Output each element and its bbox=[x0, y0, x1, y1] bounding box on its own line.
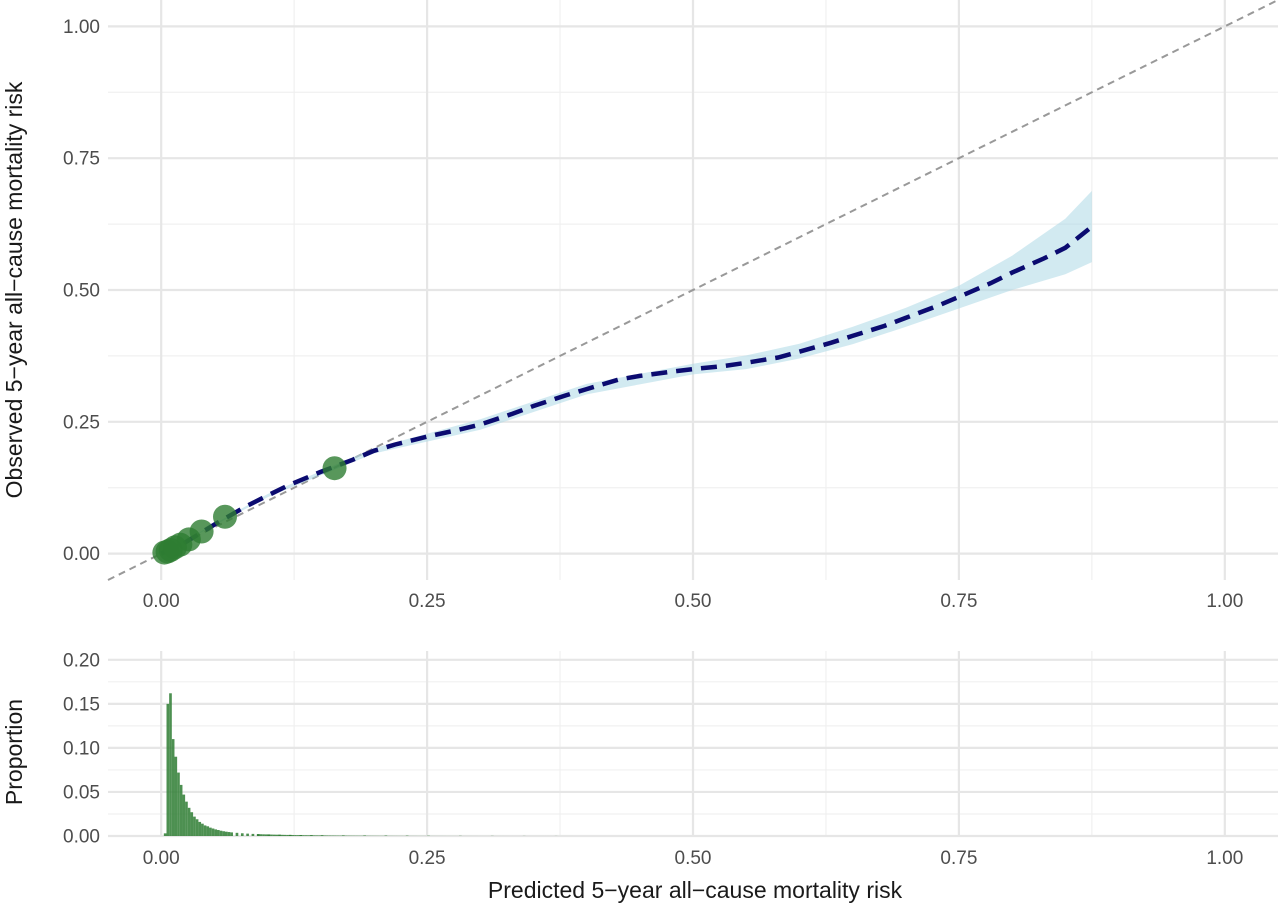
histogram-tail-bar bbox=[259, 834, 263, 836]
histogram-bar bbox=[240, 833, 244, 836]
histogram-bar bbox=[190, 812, 194, 836]
histogram-tail-bar bbox=[304, 835, 308, 836]
calibration-curve bbox=[160, 224, 1094, 556]
bottom-x-tick-label: 1.00 bbox=[1206, 848, 1243, 869]
histogram-bar bbox=[206, 826, 210, 836]
histogram-tail-bar bbox=[278, 834, 281, 836]
histogram-bar bbox=[193, 816, 196, 836]
histogram-tail-bar bbox=[294, 835, 297, 836]
histogram-bar bbox=[169, 693, 172, 836]
histogram-bar bbox=[246, 833, 249, 836]
histogram-tail-bar bbox=[267, 834, 271, 836]
histogram-tail-bar bbox=[299, 835, 303, 836]
bottom-y-tick-label: 0.10 bbox=[63, 738, 100, 759]
histogram-bar bbox=[198, 821, 202, 836]
histogram-tail-bar bbox=[270, 834, 273, 836]
histogram-bar bbox=[163, 833, 167, 836]
histogram-tail-bar bbox=[296, 835, 300, 836]
bottom-y-tick-label: 0.20 bbox=[63, 650, 100, 671]
histogram-bar bbox=[209, 827, 212, 836]
calibration-point bbox=[189, 519, 214, 544]
histogram-tail-bar bbox=[264, 834, 268, 836]
histogram-tail-bar bbox=[315, 835, 319, 836]
bottom-x-tick-label: 0.25 bbox=[409, 848, 446, 869]
histogram-bar bbox=[230, 832, 233, 836]
histogram-bar bbox=[235, 832, 239, 836]
top-y-tick-label: 0.25 bbox=[63, 412, 100, 433]
top-y-axis-title: Observed 5−year all−cause mortality risk bbox=[1, 81, 27, 498]
histogram-bar bbox=[203, 825, 207, 836]
histogram-bar bbox=[219, 830, 223, 836]
top-y-tick-label: 0.00 bbox=[63, 544, 100, 565]
histogram-tail-bar bbox=[272, 834, 276, 836]
histogram-tail-bar bbox=[320, 835, 324, 836]
histogram-bar bbox=[201, 823, 204, 836]
histogram-tail-bar bbox=[312, 835, 316, 836]
bottom-x-tick-label: 0.75 bbox=[940, 848, 977, 869]
histogram-tail-bar bbox=[323, 835, 327, 836]
bottom-y-axis-title: Proportion bbox=[1, 699, 27, 805]
histogram-tail-bar bbox=[283, 834, 287, 836]
histogram-bar bbox=[195, 819, 199, 836]
confidence-band bbox=[161, 190, 1092, 554]
bottom-y-tick-label: 0.00 bbox=[63, 827, 100, 848]
histogram-bar bbox=[214, 829, 218, 836]
histogram-tail-bar bbox=[326, 835, 329, 836]
histogram-tail-bar bbox=[291, 835, 295, 836]
histogram-bar bbox=[177, 772, 180, 836]
histogram-tail-bar bbox=[286, 834, 289, 836]
top-x-tick-label: 1.00 bbox=[1206, 591, 1243, 612]
histogram-bar bbox=[182, 794, 186, 836]
histogram-bar bbox=[185, 801, 188, 836]
histogram-bar bbox=[227, 832, 231, 836]
histogram-bar bbox=[217, 830, 220, 836]
bottom-x-tick-label: 0.50 bbox=[675, 848, 712, 869]
calibration-point bbox=[322, 456, 347, 481]
histogram-tail-bar bbox=[256, 834, 260, 836]
top-y-tick-label: 0.75 bbox=[63, 149, 100, 170]
bottom-y-tick-label: 0.15 bbox=[63, 694, 100, 715]
calibration-point bbox=[213, 504, 237, 529]
histogram-bar bbox=[222, 831, 225, 836]
histogram-bar bbox=[166, 703, 170, 836]
reference-diagonal-line bbox=[107, 0, 1279, 581]
histogram-bar bbox=[363, 835, 366, 836]
histogram-bar bbox=[174, 756, 178, 836]
top-y-tick-label: 0.50 bbox=[63, 281, 100, 302]
histogram-bar bbox=[225, 831, 228, 836]
histogram-tail-bar bbox=[280, 834, 284, 836]
top-x-tick-label: 0.75 bbox=[940, 591, 977, 612]
top-x-tick-label: 0.50 bbox=[675, 591, 712, 612]
histogram-tail-bar bbox=[307, 835, 311, 836]
histogram-bar bbox=[187, 807, 191, 836]
bottom-y-tick-label: 0.05 bbox=[63, 782, 100, 803]
top-y-tick-label: 1.00 bbox=[63, 17, 100, 38]
histogram-tail-bar bbox=[275, 834, 279, 836]
histogram-panel: 0.00 0.25 0.50 0.75 1.00 0.00 0.05 0.10 0.15 0.20 bbox=[63, 650, 1278, 869]
histogram-tail-bar bbox=[262, 834, 265, 836]
bottom-x-tick-label: 0.00 bbox=[143, 848, 180, 869]
histogram-tail-bar bbox=[288, 834, 292, 836]
histogram-tail-bar bbox=[302, 835, 305, 836]
histogram-bar bbox=[211, 828, 215, 836]
histogram-tail-bar bbox=[318, 835, 321, 836]
histogram-tail-bar bbox=[310, 835, 313, 836]
x-axis-title: Predicted 5−year all−cause mortality ris… bbox=[488, 877, 903, 903]
histogram-bar bbox=[171, 739, 175, 836]
histogram-bar bbox=[179, 784, 183, 836]
histogram-bar bbox=[251, 833, 255, 836]
calibration-panel: 0.00 0.25 0.50 0.75 1.00 0.00 0.25 0.50 0.75 1.00 bbox=[63, 0, 1279, 612]
top-x-tick-label: 0.25 bbox=[409, 591, 446, 612]
top-x-tick-label: 0.00 bbox=[143, 591, 180, 612]
